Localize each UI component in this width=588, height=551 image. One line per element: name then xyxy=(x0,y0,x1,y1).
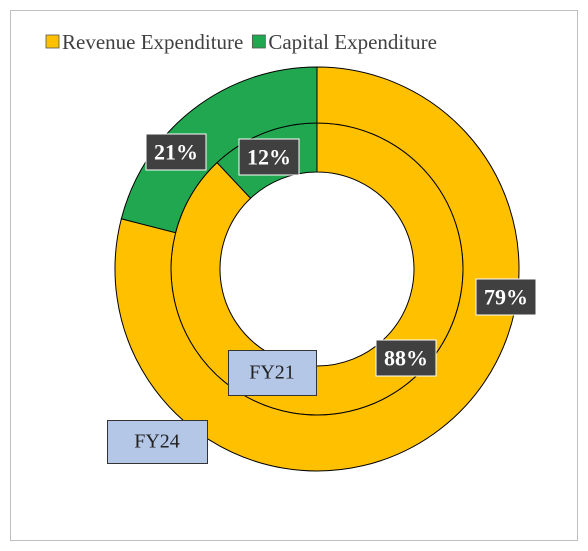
legend-label: Revenue Expenditure xyxy=(62,30,243,54)
data-label-box xyxy=(475,278,537,316)
legend-label: Capital Expenditure xyxy=(268,30,437,54)
data-label: 21% xyxy=(154,140,198,165)
data-label-box xyxy=(375,339,437,377)
donut-slice xyxy=(114,66,520,472)
data-label-box xyxy=(145,133,207,171)
ring-annotation-box xyxy=(228,350,317,396)
ring-annotation: FY24 xyxy=(134,431,180,453)
data-label: 88% xyxy=(384,346,428,371)
legend-swatch xyxy=(251,34,266,49)
data-label: 12% xyxy=(247,145,291,170)
ring-annotation: FY21 xyxy=(249,362,295,384)
ring-annotation-box xyxy=(107,420,208,464)
legend-swatch xyxy=(45,34,60,49)
data-label: 79% xyxy=(484,285,528,310)
data-label-box xyxy=(238,138,300,176)
